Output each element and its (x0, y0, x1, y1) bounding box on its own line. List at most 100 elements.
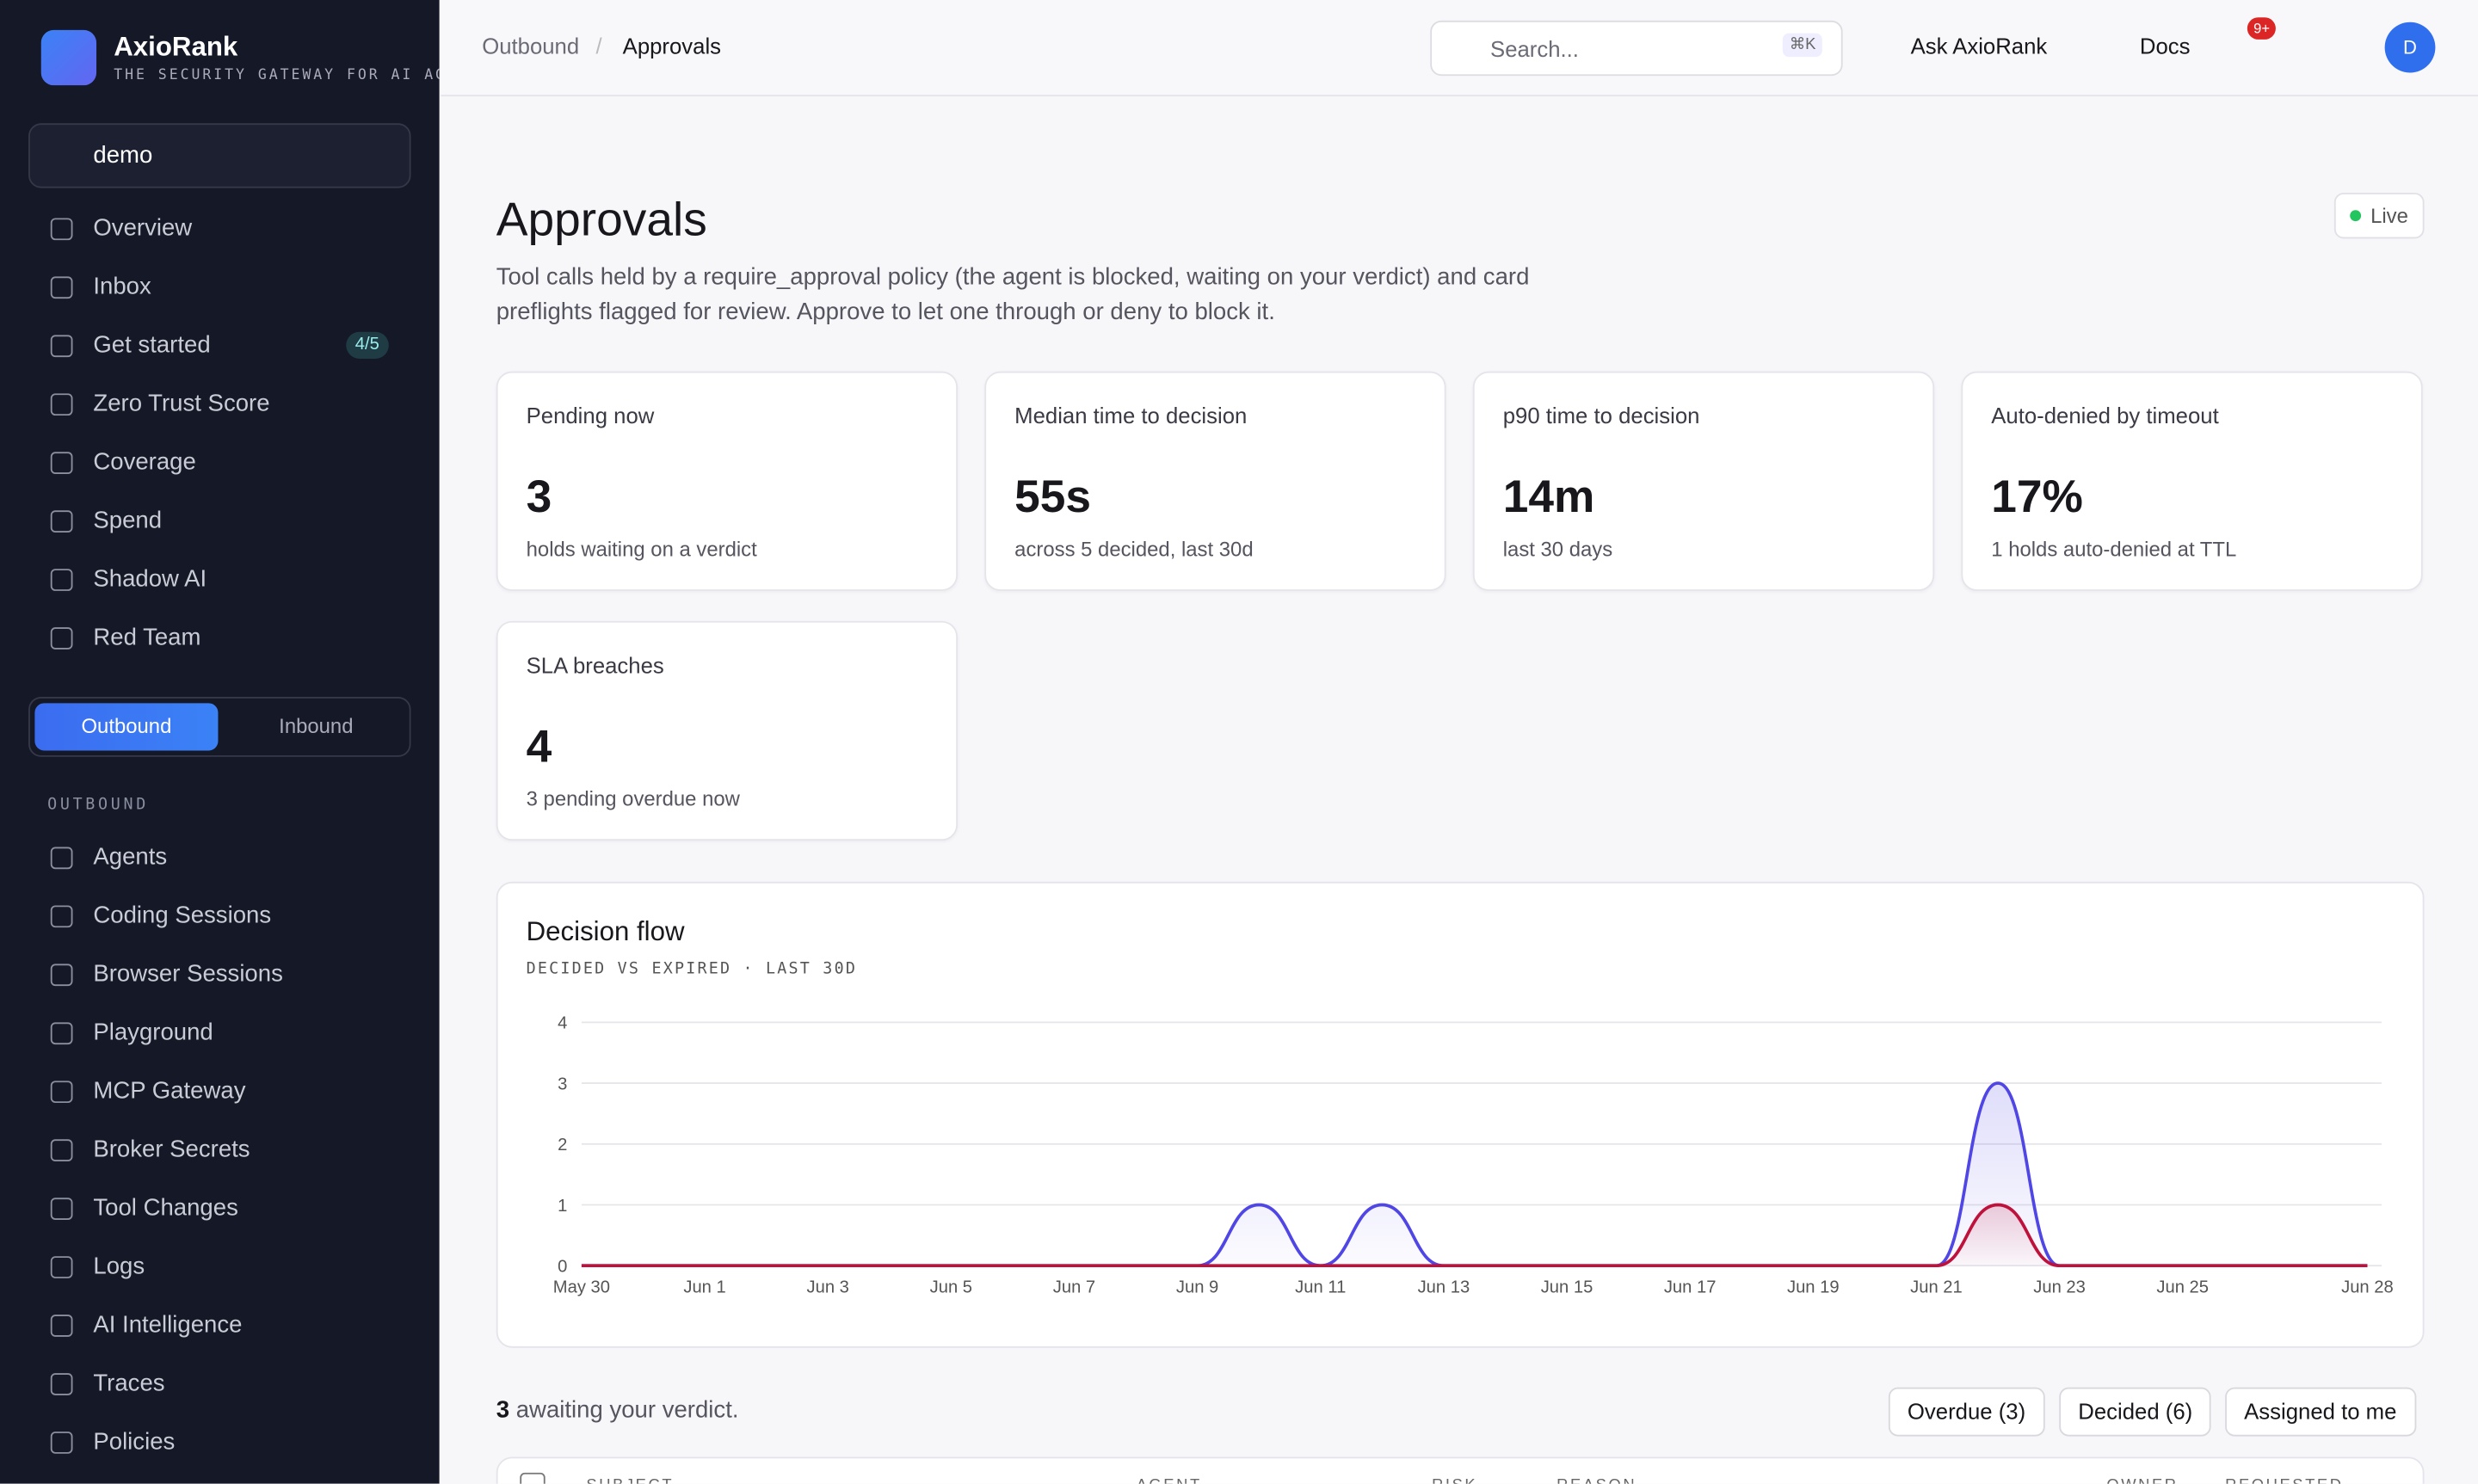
checkbox[interactable] (520, 1472, 546, 1484)
nav-label: Broker Secrets (93, 1136, 250, 1163)
nav-item[interactable]: Browser Sessions (47, 945, 410, 1003)
filter-button[interactable]: Overdue (3) (1888, 1387, 2045, 1437)
x-tick-label: Jun 1 (683, 1278, 725, 1296)
nav-icon (50, 1198, 73, 1220)
nav-icon (50, 1081, 73, 1104)
nav-item[interactable]: Red Team (47, 608, 410, 667)
nav-item[interactable]: Broker Secrets (47, 1120, 410, 1179)
nav-label: Spend (93, 507, 163, 534)
x-tick-label: Jun 28 (2341, 1278, 2394, 1296)
nav-item[interactable]: Logs (47, 1237, 410, 1296)
nav-item[interactable]: AI Intelligence (47, 1296, 410, 1354)
nav-label: Shadow AI (93, 565, 207, 593)
nav-item[interactable]: Tool Changes (47, 1179, 410, 1237)
area (581, 1083, 2368, 1266)
page-description: Tool calls held by a require_approval po… (496, 263, 1530, 326)
x-tick-label: Jun 9 (1176, 1278, 1218, 1296)
x-tick-label: Jun 13 (1418, 1278, 1470, 1296)
nav-item[interactable]: Inbox (47, 257, 410, 316)
nav-icon (50, 1139, 73, 1161)
breadcrumb: Approvals (622, 33, 722, 58)
toggle-option[interactable]: Outbound (34, 703, 219, 751)
nav-label: Playground (93, 1019, 213, 1046)
nav-icon (50, 627, 73, 650)
chart-card: Decision flow DECIDED VS EXPIRED · LAST … (496, 881, 2425, 1348)
nav-label: AI Intelligence (93, 1311, 243, 1339)
nav-badge: 4/5 (345, 331, 389, 359)
x-tick-label: Jun 19 (1787, 1278, 1840, 1296)
nav-label: MCP Gateway (93, 1077, 246, 1105)
stat-note: holds waiting on a verdict (526, 537, 757, 562)
x-tick-label: Jun 25 (2156, 1278, 2209, 1296)
docs-button[interactable]: Docs (2139, 33, 2191, 58)
nav-item[interactable]: Policies (47, 1413, 410, 1471)
nav-item[interactable]: Coverage (47, 433, 410, 491)
nav-item[interactable]: Zero Trust Score (47, 374, 410, 433)
stat-value: 55s (1014, 472, 1092, 523)
nav-item[interactable]: MCP Gateway (47, 1062, 410, 1120)
stat-card: Pending now 3 holds waiting on a verdict (496, 371, 959, 591)
workspace-select[interactable]: demo (28, 123, 411, 188)
x-tick-label: Jun 21 (1910, 1278, 1963, 1296)
column-header: AGENT (1137, 1477, 1202, 1483)
x-tick-label: Jun 5 (930, 1278, 972, 1296)
stat-label: Median time to decision (1014, 403, 1248, 428)
x-tick-label: Jun 3 (806, 1278, 848, 1296)
nav-label: Inbox (93, 273, 151, 300)
stat-note: across 5 decided, last 30d (1014, 537, 1254, 562)
nav-item[interactable]: Shadow AI (47, 550, 410, 608)
avatar[interactable]: D (2384, 22, 2436, 73)
x-tick-label: Jun 11 (1295, 1278, 1346, 1296)
stat-note: 1 holds auto-denied at TTL (1991, 537, 2237, 562)
filter-button[interactable]: Decided (6) (2059, 1387, 2212, 1437)
nav-item[interactable]: Playground (47, 1003, 410, 1062)
nav-label: Agents (93, 843, 168, 871)
nav-icon (50, 335, 73, 358)
nav-icon (50, 1256, 73, 1278)
breadcrumb[interactable]: Outbound (482, 33, 580, 58)
nav-label: Get started (93, 331, 211, 359)
nav-label: Overview (93, 214, 193, 243)
notification-count[interactable]: 9+ (2247, 17, 2277, 40)
line (581, 1203, 2368, 1268)
direction-toggle: Outbound Inbound (28, 696, 411, 757)
stat-value: 4 (526, 722, 552, 773)
y-tick-label: 1 (558, 1197, 567, 1216)
top-bar: Outbound / Approvals Search... ⌘K Ask Axi… (441, 0, 2478, 97)
chart-title: Decision flow (527, 916, 685, 946)
stat-value: 3 (526, 472, 552, 523)
x-tick-label: Jun 7 (1053, 1278, 1095, 1296)
stat-label: Auto-denied by timeout (1991, 403, 2219, 428)
nav-item[interactable]: Overview (47, 199, 410, 257)
filter-button[interactable]: Assigned to me (2225, 1387, 2416, 1437)
column-header: REASON (1556, 1477, 1637, 1483)
toggle-option[interactable]: Inbound (279, 714, 354, 738)
nav-icon (50, 393, 73, 416)
separator: / (595, 33, 602, 58)
nav-icon (50, 510, 73, 533)
stat-card: Median time to decision 55s across 5 decid… (984, 371, 1446, 591)
nav-label: Coverage (93, 448, 196, 476)
stat-note: last 30 days (1502, 537, 1613, 562)
nav-item[interactable]: Traces (47, 1354, 410, 1413)
search-placeholder: Search... (1490, 36, 1579, 62)
queue-count: 3 (496, 1396, 510, 1424)
nav-icon (50, 218, 73, 241)
nav-icon (50, 1022, 73, 1045)
section-label: OUTBOUND (47, 796, 149, 814)
page-title: Approvals (496, 194, 707, 247)
nav-item[interactable]: Get started 4/5 (47, 316, 410, 374)
column-header: RISK (1432, 1477, 1477, 1483)
nav-item[interactable]: Agents (47, 828, 410, 886)
ask-button[interactable]: Ask AxioRank (1910, 33, 2048, 58)
nav-icon (50, 1315, 73, 1337)
search[interactable]: Search... ⌘K (1430, 20, 1843, 77)
nav-label: Policies (93, 1428, 176, 1456)
queue-summary: 3 awaiting your verdict. (496, 1397, 739, 1424)
x-tick-label: Jun 23 (2033, 1278, 2086, 1296)
stat-label: Pending now (526, 403, 655, 428)
nav-icon (50, 1432, 73, 1454)
nav-item[interactable]: Coding Sessions (47, 886, 410, 945)
logo (40, 29, 97, 86)
nav-item[interactable]: Spend (47, 491, 410, 550)
